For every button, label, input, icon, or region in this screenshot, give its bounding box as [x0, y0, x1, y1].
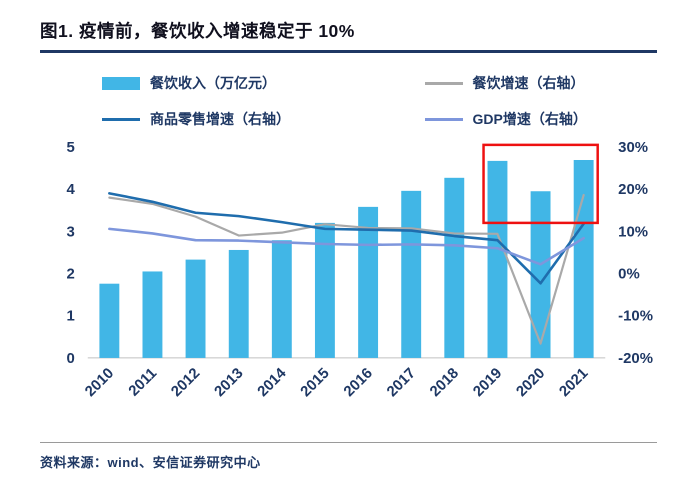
figure-title: 图1. 疫情前，餐饮收入增速稳定于 10%: [40, 21, 355, 41]
report-figure: 图1. 疫情前，餐饮收入增速稳定于 10% 餐饮收入（万亿元） 餐饮增速（右轴） 商…: [40, 21, 657, 479]
chart-legend: 餐饮收入（万亿元） 餐饮增速（右轴） 商品零售增速（右轴） GDP增速（右轴）: [40, 73, 657, 129]
line-swatch: [424, 117, 463, 121]
bar-2021: [573, 159, 594, 358]
bar-2010: [99, 283, 120, 358]
legend-item-catering-revenue: 餐饮收入（万亿元）: [102, 73, 371, 93]
right-axis-tick: 20%: [618, 181, 648, 198]
left-axis-tick: 1: [67, 308, 75, 325]
source-text: 资料来源：wind、安信证券研究中心: [40, 454, 261, 470]
title-underline: [40, 50, 657, 53]
x-axis-label: 2013: [211, 365, 246, 400]
bar-2017: [401, 190, 422, 358]
line-swatch: [424, 81, 463, 85]
legend-label: GDP增速（右轴）: [472, 111, 587, 127]
bar-swatch: [102, 76, 140, 90]
line-gdp-growth: [108, 227, 585, 266]
line-retail-growth: [108, 192, 585, 285]
annotation-box: [482, 143, 599, 225]
x-axis-label: 2010: [82, 365, 117, 400]
source-note: 资料来源：wind、安信证券研究中心: [40, 441, 657, 479]
x-axis-label: 2017: [384, 365, 419, 400]
x-axis-label: 2020: [513, 365, 548, 400]
x-axis-label: 2021: [556, 365, 591, 400]
legend-item-catering-growth: 餐饮增速（右轴）: [379, 73, 648, 93]
right-axis-tick: -20%: [618, 350, 653, 367]
right-axis-tick: -10%: [618, 308, 653, 325]
legend-item-gdp-growth: GDP增速（右轴）: [379, 109, 648, 129]
line-swatch: [102, 117, 140, 121]
x-axis-label: 2011: [125, 365, 160, 400]
left-axis-tick: 3: [67, 223, 75, 240]
x-axis-label: 2015: [297, 365, 332, 400]
x-axis-label: 2018: [427, 365, 462, 400]
bar-2018: [444, 177, 465, 358]
legend-item-retail-growth: 商品零售增速（右轴）: [102, 109, 371, 129]
legend-label: 餐饮增速（右轴）: [472, 75, 585, 91]
bar-2013: [228, 249, 249, 358]
legend-label: 商品零售增速（右轴）: [150, 111, 290, 127]
bar-2011: [142, 271, 163, 358]
left-axis-tick: 2: [67, 266, 75, 283]
right-axis-tick: 0%: [618, 266, 640, 283]
chart-area: 0 1 2 3 4 5 -20% -10% 0% 10% 20% 30% 2010 2011 2012 201…: [40, 139, 657, 438]
right-axis-tick: 30%: [618, 139, 648, 156]
left-axis-tick: 0: [67, 350, 75, 367]
line-catering-growth: [108, 193, 585, 345]
x-axis-label: 2019: [470, 365, 505, 400]
right-axis-tick: 10%: [618, 223, 648, 240]
left-axis-tick: 4: [67, 181, 76, 198]
x-axis-label: 2012: [168, 365, 203, 400]
bar-2012: [185, 259, 206, 358]
x-axis-label: 2016: [340, 365, 375, 400]
bar-2014: [271, 240, 292, 358]
bar-2020: [530, 191, 551, 358]
x-axis-label: 2014: [254, 364, 290, 400]
bar-2019: [487, 160, 508, 358]
legend-label: 餐饮收入（万亿元）: [150, 75, 276, 91]
left-axis-tick: 5: [67, 139, 75, 156]
bar-2015: [314, 222, 335, 358]
